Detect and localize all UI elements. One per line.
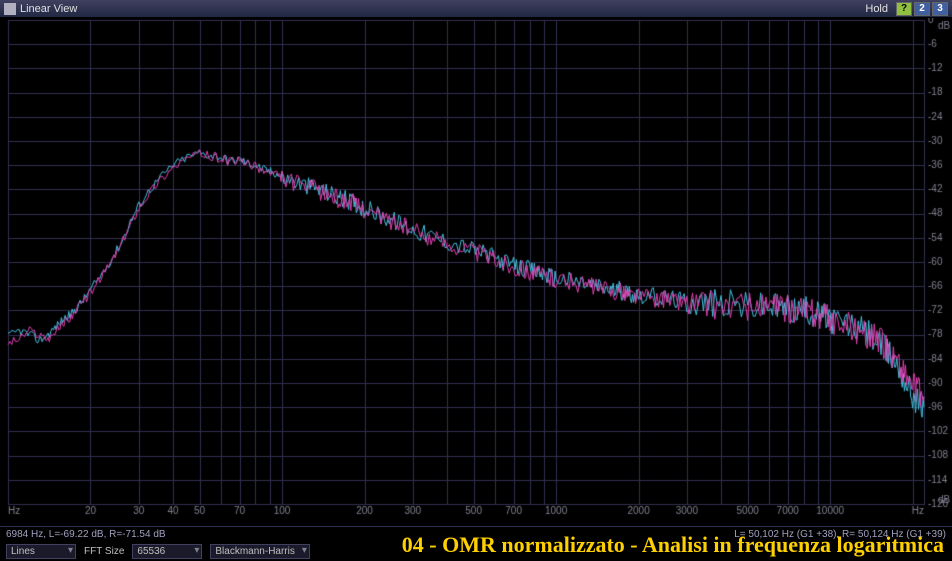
app-icon bbox=[4, 3, 16, 15]
fft-size-label: FFT Size bbox=[84, 546, 124, 557]
spectrum-chart[interactable] bbox=[0, 18, 952, 526]
titlebar-button-3[interactable]: 3 bbox=[932, 2, 948, 16]
help-button[interactable]: ? bbox=[896, 2, 912, 16]
window-root: Linear View Hold ? 2 3 6984 Hz, L=-69.22… bbox=[0, 0, 952, 560]
titlebar[interactable]: Linear View Hold ? 2 3 bbox=[0, 0, 952, 18]
bottom-bar: 6984 Hz, L=-69.22 dB, R=-71.54 dB L= 50,… bbox=[0, 526, 952, 560]
status-cursor: 6984 Hz, L=-69.22 dB, R=-71.54 dB bbox=[6, 529, 734, 540]
view-mode-dropdown[interactable]: Lines bbox=[6, 544, 76, 559]
status-tuning: L= 50,102 Hz (G1 +38), R= 50,124 Hz (G1 … bbox=[734, 529, 946, 540]
fft-size-dropdown[interactable]: 65536 bbox=[132, 544, 202, 559]
status-row: 6984 Hz, L=-69.22 dB, R=-71.54 dB L= 50,… bbox=[0, 527, 952, 541]
window-title: Linear View bbox=[20, 3, 865, 15]
titlebar-button-2[interactable]: 2 bbox=[914, 2, 930, 16]
control-row: Lines FFT Size 65536 Blackmann-Harris bbox=[0, 541, 952, 561]
window-fn-dropdown[interactable]: Blackmann-Harris bbox=[210, 544, 309, 559]
spectrum-canvas bbox=[0, 18, 952, 526]
hold-label[interactable]: Hold bbox=[865, 3, 888, 15]
